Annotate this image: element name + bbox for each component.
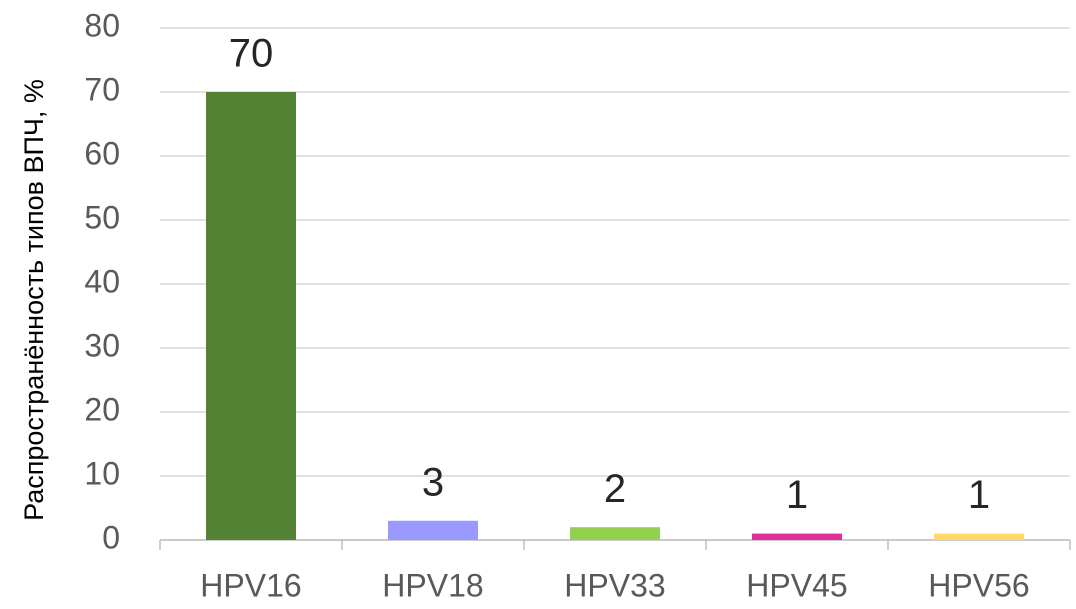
y-axis-title: Распространённость типов ВПЧ, % [19, 79, 49, 521]
bar [388, 520, 478, 540]
x-tick-label: HPV45 [746, 567, 847, 603]
bar [570, 527, 660, 540]
y-tick-label: 40 [84, 263, 120, 299]
bar [752, 533, 842, 540]
x-tick-label: HPV56 [928, 567, 1029, 603]
data-label: 70 [229, 32, 274, 76]
bar [206, 92, 296, 540]
x-tick-label: HPV16 [200, 567, 301, 603]
y-tick-label: 60 [84, 135, 120, 171]
y-tick-label: 20 [84, 391, 120, 427]
y-tick-label: 80 [84, 7, 120, 43]
y-tick-label: 50 [84, 199, 120, 235]
data-label: 1 [968, 473, 990, 517]
data-label: 1 [786, 473, 808, 517]
data-label: 3 [422, 460, 444, 504]
bar [934, 533, 1024, 540]
x-tick-label: HPV18 [382, 567, 483, 603]
y-tick-label: 10 [84, 455, 120, 491]
data-label: 2 [604, 467, 626, 511]
y-tick-label: 70 [84, 71, 120, 107]
x-tick-label: HPV33 [564, 567, 665, 603]
y-tick-label: 0 [102, 519, 120, 555]
y-tick-label: 30 [84, 327, 120, 363]
